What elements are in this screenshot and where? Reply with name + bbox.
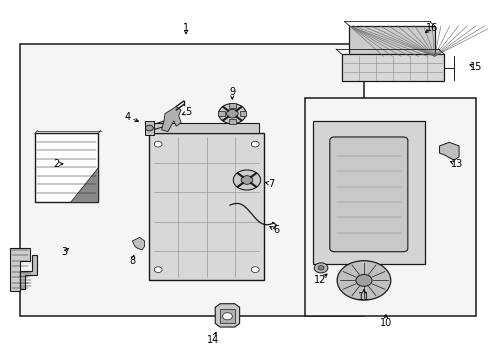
Circle shape — [154, 267, 162, 273]
Circle shape — [218, 104, 245, 124]
Text: 7: 7 — [267, 179, 274, 189]
Text: 9: 9 — [229, 87, 235, 97]
Text: 14: 14 — [206, 334, 219, 345]
Bar — [35, 134, 98, 202]
Text: 8: 8 — [129, 256, 135, 266]
Circle shape — [314, 263, 327, 273]
Polygon shape — [439, 142, 458, 160]
Bar — [149, 134, 264, 280]
Circle shape — [336, 261, 390, 300]
Circle shape — [318, 266, 324, 270]
Bar — [218, 111, 224, 116]
Bar — [239, 111, 246, 116]
Bar — [348, 26, 434, 56]
Polygon shape — [132, 237, 144, 250]
Circle shape — [355, 274, 371, 286]
Text: 10: 10 — [379, 319, 391, 328]
Polygon shape — [70, 167, 98, 202]
Text: 5: 5 — [185, 107, 191, 117]
Text: 11: 11 — [357, 292, 369, 302]
Text: 12: 12 — [313, 275, 325, 285]
Circle shape — [222, 313, 232, 320]
Polygon shape — [161, 107, 181, 132]
Circle shape — [233, 170, 260, 190]
Polygon shape — [215, 304, 239, 327]
Text: 1: 1 — [183, 23, 189, 33]
Circle shape — [145, 125, 153, 131]
Text: 4: 4 — [124, 112, 130, 122]
Text: 16: 16 — [425, 23, 437, 33]
Circle shape — [251, 141, 259, 147]
Circle shape — [226, 109, 238, 118]
Circle shape — [241, 176, 252, 184]
Bar — [228, 103, 235, 108]
FancyBboxPatch shape — [329, 137, 407, 252]
Bar — [312, 121, 424, 264]
Bar — [341, 54, 444, 81]
Text: 13: 13 — [449, 159, 462, 169]
Polygon shape — [18, 255, 37, 289]
Text: 3: 3 — [61, 247, 67, 257]
Bar — [144, 121, 154, 135]
Bar — [154, 123, 259, 134]
Bar — [20, 44, 363, 316]
Text: 2: 2 — [54, 159, 60, 169]
Circle shape — [251, 267, 259, 273]
Bar — [220, 309, 234, 323]
Text: 6: 6 — [273, 225, 279, 235]
Bar — [305, 98, 475, 316]
Circle shape — [154, 141, 162, 147]
Polygon shape — [10, 248, 30, 291]
Bar — [228, 119, 235, 124]
Text: 15: 15 — [469, 62, 481, 72]
